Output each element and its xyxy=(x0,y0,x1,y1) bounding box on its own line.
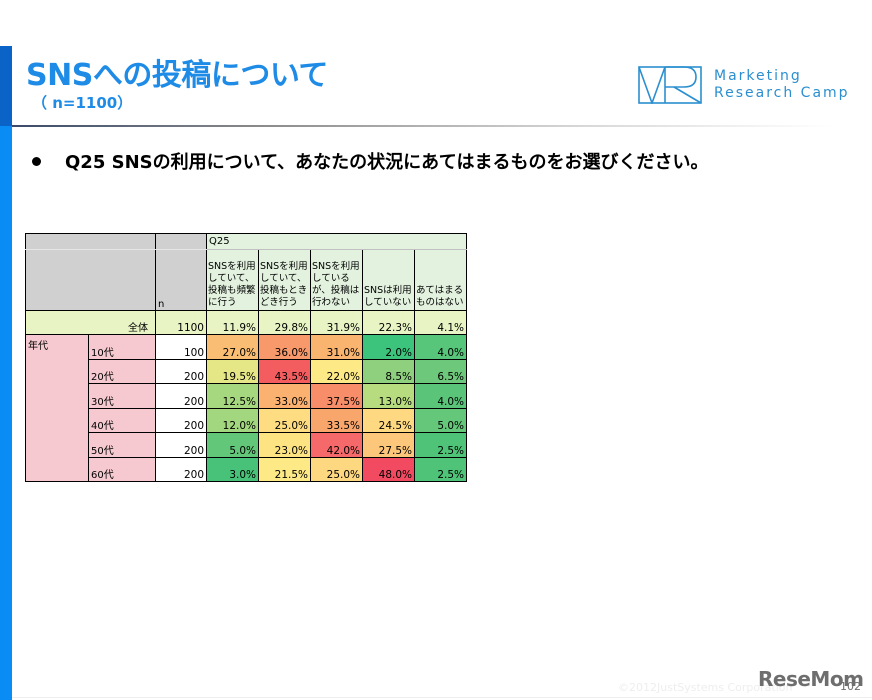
question-text: Q25 SNSの利用について、あなたの状況にあてはまるものをお選びください。 xyxy=(65,152,709,173)
cell-value: 4.0% xyxy=(414,383,467,409)
sidebar-accent-bottom xyxy=(0,126,12,700)
cell-value: 19.5% xyxy=(206,358,259,384)
cell-value: 36.0% xyxy=(258,334,311,360)
cell-value: 25.0% xyxy=(310,456,363,482)
column-header: SNSは利用していない xyxy=(362,249,415,311)
question-item: Q25 SNSの利用について、あなたの状況にあてはまるものをお選びください。 xyxy=(28,148,708,174)
cell-value: 4.0% xyxy=(414,334,467,360)
group-label: 年代 xyxy=(25,334,89,482)
question-header: Q25 xyxy=(206,233,467,250)
row-n: 200 xyxy=(155,432,207,458)
table-row: 60代 200 3.0% 21.5% 25.0% 48.0% 2.5% xyxy=(26,456,467,482)
results-table: Q25 n SNSを利用していて、投稿も頻繁に行う SNSを利用していて、投稿も… xyxy=(25,233,467,482)
row-label: 20代 xyxy=(88,358,156,384)
cell-value: 21.5% xyxy=(258,456,311,482)
row-label: 10代 xyxy=(88,334,156,360)
cell-value: 33.0% xyxy=(258,383,311,409)
table-row-total: 全体 1100 11.9% 29.8% 31.9% 22.3% 4.1% xyxy=(25,310,467,335)
cell-value: 13.0% xyxy=(362,383,415,409)
header-n-top xyxy=(155,233,207,250)
cell-value: 37.5% xyxy=(310,383,363,409)
row-label: 30代 xyxy=(88,383,156,409)
cell-value: 31.9% xyxy=(310,310,363,335)
row-n: 200 xyxy=(155,383,207,409)
header-corner-bottom xyxy=(25,249,156,311)
cell-value: 12.5% xyxy=(206,383,259,409)
sidebar-accent-top xyxy=(0,46,12,126)
cell-value: 4.1% xyxy=(414,310,467,335)
header-n-label: n xyxy=(155,249,207,311)
slide-title: SNSへの投稿について xyxy=(26,58,328,93)
page-number: 102 xyxy=(840,680,861,693)
row-label: 40代 xyxy=(88,407,156,433)
row-label: 60代 xyxy=(88,456,156,482)
row-n: 1100 xyxy=(155,310,207,335)
header-corner xyxy=(25,233,156,250)
copyright-text: ©2012JustSystems Corporation xyxy=(618,681,793,694)
column-header: SNSを利用しているが、投稿は行わない xyxy=(310,249,363,311)
cell-value: 42.0% xyxy=(310,432,363,458)
cell-value: 25.0% xyxy=(258,407,311,433)
cell-value: 5.0% xyxy=(206,432,259,458)
cell-value: 43.5% xyxy=(258,358,311,384)
cell-value: 31.0% xyxy=(310,334,363,360)
logo-line-2: Research Camp xyxy=(714,85,850,101)
cell-value: 2.5% xyxy=(414,456,467,482)
header-divider xyxy=(12,125,832,127)
cell-value: 8.5% xyxy=(362,358,415,384)
slide-subtitle: （ n=1100） xyxy=(32,94,133,112)
row-n: 200 xyxy=(155,358,207,384)
cell-value: 33.5% xyxy=(310,407,363,433)
cell-value: 3.0% xyxy=(206,456,259,482)
table-header-row: Q25 xyxy=(25,233,467,250)
cell-value: 27.0% xyxy=(206,334,259,360)
row-label: 50代 xyxy=(88,432,156,458)
cell-value: 27.5% xyxy=(362,432,415,458)
vrc-logo-icon xyxy=(638,66,702,104)
cell-value: 2.0% xyxy=(362,334,415,360)
table-row: 30代 200 12.5% 33.0% 37.5% 13.0% 4.0% xyxy=(26,383,467,409)
cell-value: 23.0% xyxy=(258,432,311,458)
cell-value: 2.5% xyxy=(414,432,467,458)
cell-value: 11.9% xyxy=(206,310,259,335)
cell-value: 6.5% xyxy=(414,358,467,384)
cell-value: 22.0% xyxy=(310,358,363,384)
table-column-labels-row: n SNSを利用していて、投稿も頻繁に行う SNSを利用していて、投稿もときどき… xyxy=(25,249,467,311)
table-row: 20代 200 19.5% 43.5% 22.0% 8.5% 6.5% xyxy=(26,358,467,384)
row-n: 200 xyxy=(155,407,207,433)
table-row: 50代 200 5.0% 23.0% 42.0% 27.5% 2.5% xyxy=(26,432,467,458)
cell-value: 12.0% xyxy=(206,407,259,433)
cell-value: 5.0% xyxy=(414,407,467,433)
cell-value: 29.8% xyxy=(258,310,311,335)
watermark-logo: ReseMom xyxy=(758,667,864,691)
column-header: SNSを利用していて、投稿も頻繁に行う xyxy=(206,249,259,311)
cell-value: 22.3% xyxy=(362,310,415,335)
bullet-icon xyxy=(32,156,41,166)
table-row: 年代 10代 100 27.0% 36.0% 31.0% 2.0% 4.0% xyxy=(25,334,467,482)
table-row: 40代 200 12.0% 25.0% 33.5% 24.5% 5.0% xyxy=(26,407,467,433)
column-header: SNSを利用していて、投稿もときどき行う xyxy=(258,249,311,311)
footer-divider xyxy=(12,697,872,698)
logo-line-1: Marketing xyxy=(714,68,802,84)
row-n: 100 xyxy=(155,334,207,360)
row-label: 全体 xyxy=(25,310,156,335)
cell-value: 24.5% xyxy=(362,407,415,433)
cell-value: 48.0% xyxy=(362,456,415,482)
logo-text: Marketing Research Camp xyxy=(714,68,850,102)
column-header: あてはまるものはない xyxy=(414,249,467,311)
row-n: 200 xyxy=(155,456,207,482)
